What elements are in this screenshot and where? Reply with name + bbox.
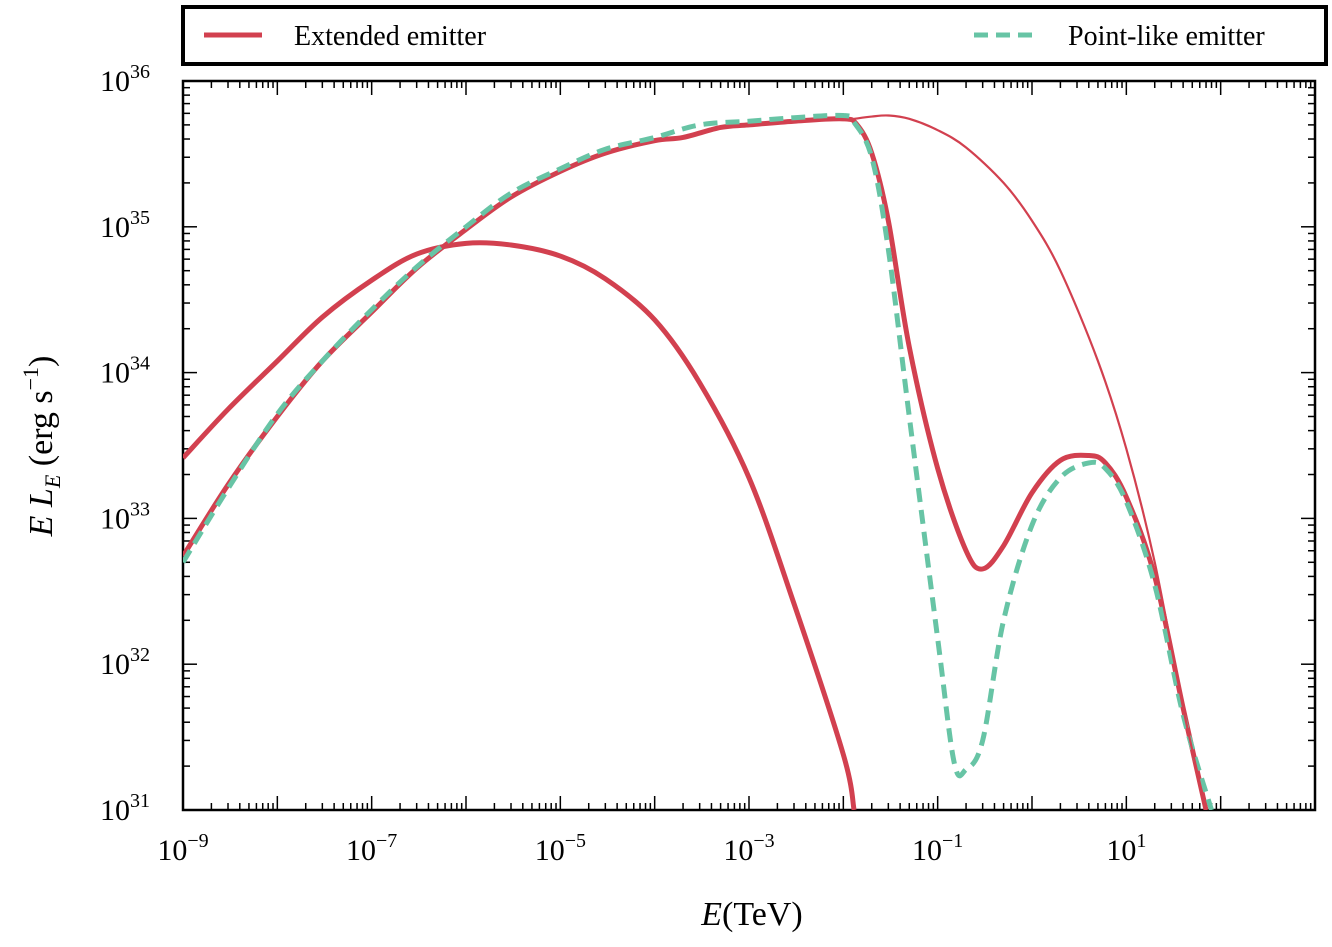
x-tick-label: 10−9 xyxy=(157,830,208,867)
y-tick-label: 1033 xyxy=(100,498,150,535)
y-tick-label: 1032 xyxy=(100,644,150,681)
y-tick-label: 1034 xyxy=(100,353,150,390)
x-tick-label: 10−7 xyxy=(346,830,397,867)
y-axis-title: E LE (erg s−1) xyxy=(18,356,65,538)
y-tick-label: 1035 xyxy=(100,207,150,244)
axis-ticks xyxy=(182,81,1315,811)
series-extended-low xyxy=(183,240,857,810)
x-tick-label: 10−3 xyxy=(723,830,774,867)
x-axis-title: E(TeV) xyxy=(700,896,802,933)
y-tick-label: 1036 xyxy=(100,61,150,98)
x-tick-label: 10−5 xyxy=(535,830,586,867)
series-extended-thin xyxy=(853,114,1208,810)
x-tick-label: 101 xyxy=(1106,830,1146,867)
series-pointlike-total xyxy=(183,112,1214,810)
y-tick-label: 1031 xyxy=(100,790,150,827)
legend-label-pointlike: Point-like emitter xyxy=(1068,21,1265,52)
x-tick-label: 10−1 xyxy=(912,830,963,867)
series-extended-total xyxy=(183,116,1209,810)
plot-frame xyxy=(181,79,1317,812)
legend-label-extended: Extended emitter xyxy=(294,21,487,52)
series-layer xyxy=(183,112,1214,810)
tick-labels: 10−9 10−7 10−5 10−3 10−1 101 1031 1032 1033 1034 1… xyxy=(100,61,1146,867)
legend: Extended emitter Point-like emitter xyxy=(181,5,1328,66)
legend-box xyxy=(181,5,1328,66)
